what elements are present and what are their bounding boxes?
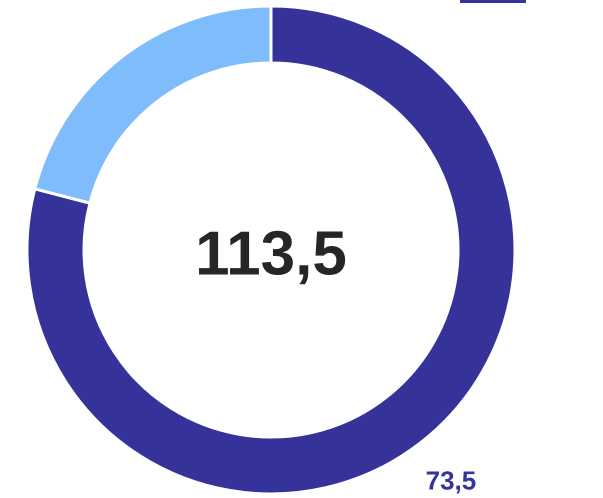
- donut-segment: [32, 4, 273, 205]
- legend-swatch: [460, 0, 526, 3]
- center-total: 113,5: [195, 219, 347, 288]
- donut-segment: [25, 4, 517, 496]
- data-label: 73,5: [426, 465, 477, 495]
